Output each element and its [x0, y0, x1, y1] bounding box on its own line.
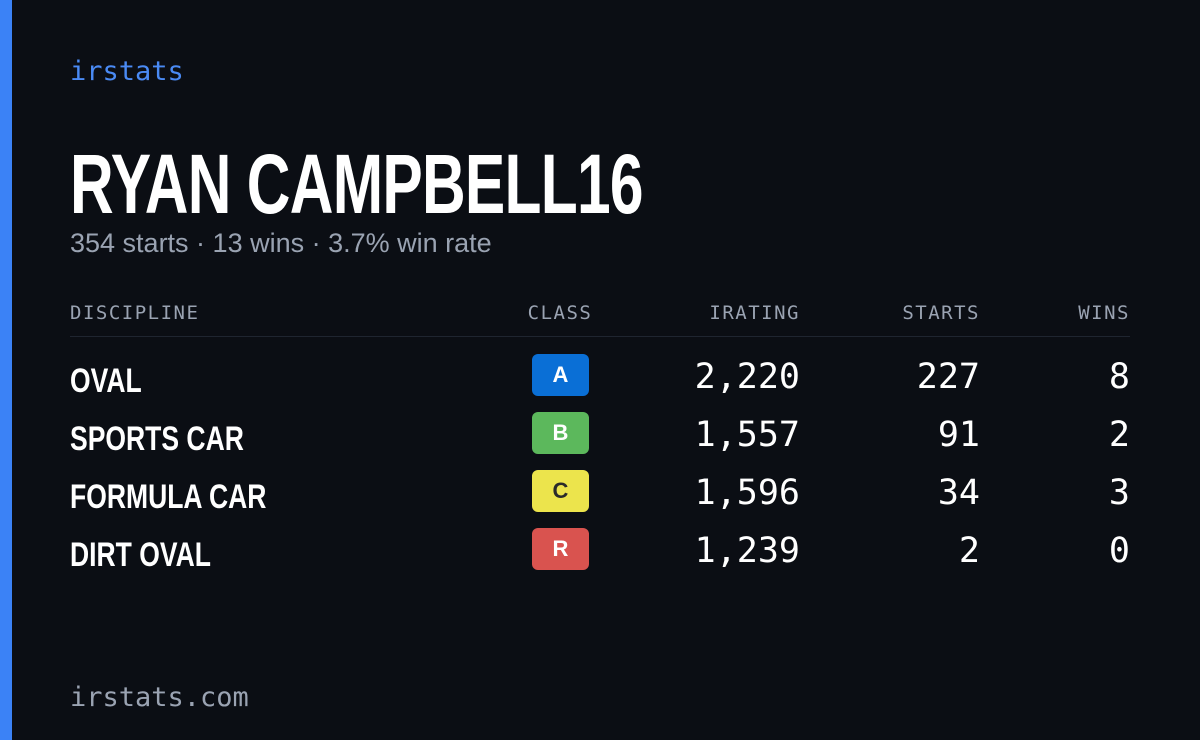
column-header: IRATING: [709, 302, 800, 324]
discipline: DIRT OVAL: [70, 536, 211, 574]
column-header: CLASS: [527, 302, 593, 324]
header-rule: [70, 336, 1130, 337]
class-badge: A: [532, 354, 589, 396]
discipline: FORMULA CAR: [70, 478, 267, 516]
starts: 91: [937, 415, 980, 455]
starts: 34: [937, 473, 980, 513]
summary: 354 starts · 13 wins · 3.7% win rate: [70, 228, 492, 258]
column-header: STARTS: [902, 302, 980, 324]
accent-bar: [0, 0, 12, 740]
wins: 3: [1108, 473, 1130, 513]
wins: 0: [1108, 531, 1130, 571]
column-header: WINS: [1078, 302, 1130, 324]
column-header: DISCIPLINE: [70, 302, 200, 324]
driver-name: RYAN CAMPBELL16: [70, 137, 644, 231]
class-badge: C: [532, 470, 589, 512]
irating: 1,239: [694, 531, 800, 571]
irating: 1,596: [694, 473, 800, 513]
starts: 227: [916, 357, 980, 397]
discipline: OVAL: [70, 362, 142, 400]
wins: 2: [1108, 415, 1130, 455]
irating: 1,557: [694, 415, 800, 455]
starts: 2: [958, 531, 980, 571]
wins: 8: [1108, 357, 1130, 397]
footer: irstats.com: [70, 682, 249, 713]
class-badge: R: [532, 528, 589, 570]
discipline: SPORTS CAR: [70, 420, 244, 458]
brand: irstats: [70, 56, 184, 87]
irating: 2,220: [694, 357, 800, 397]
class-badge: B: [532, 412, 589, 454]
